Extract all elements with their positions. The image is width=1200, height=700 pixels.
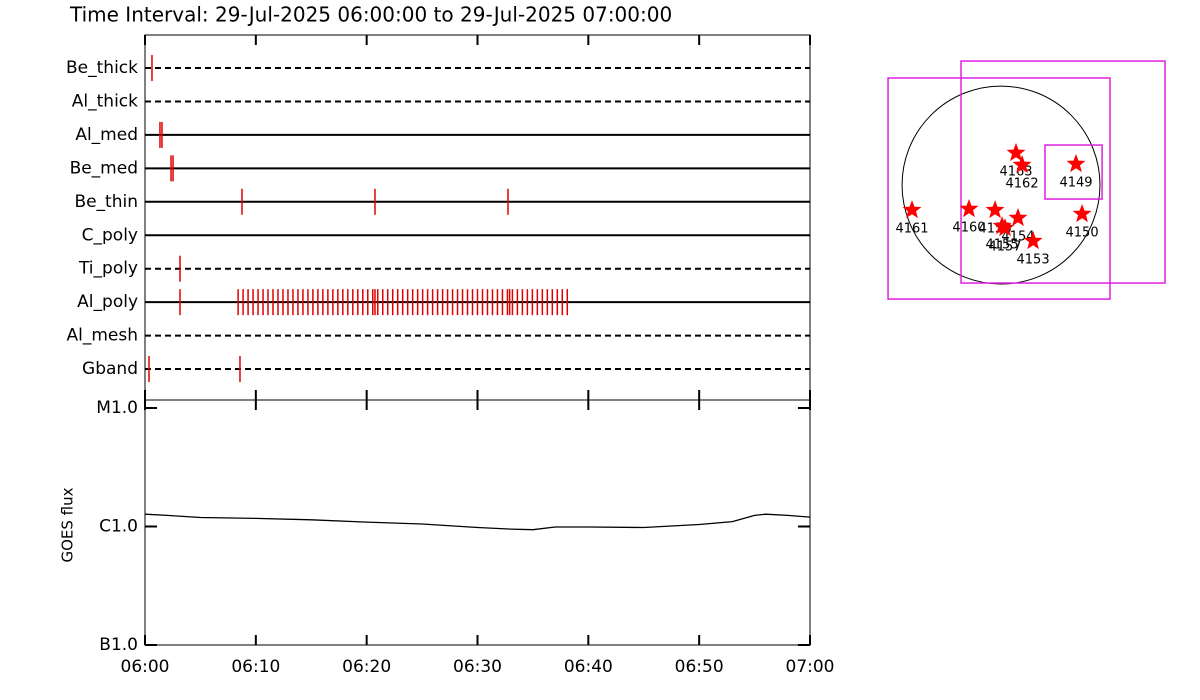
goes-curve [144,513,811,531]
row-label: Be_thin [74,192,138,212]
region-star [1006,143,1026,162]
fov-box [960,60,1166,284]
x-tick-label: 06:20 [342,657,391,677]
x-tick-label: 06:00 [121,657,170,677]
region-label: 4162 [1006,177,1039,192]
region-star [1066,154,1086,173]
region-star [1012,155,1032,174]
x-tick-label: 06:40 [564,657,613,677]
goes-frame [144,399,811,646]
region-star [1072,204,1092,223]
y-axis-label: GOES flux [59,487,77,562]
solar-limb [901,85,1101,285]
y-tick-label: B1.0 [99,635,138,655]
y-tick-label: C1.0 [99,517,138,537]
region-label: 4157 [988,240,1021,255]
fov-box [1044,144,1103,200]
row-label: Gband [82,359,138,379]
region-label: 4155 [986,238,1019,253]
row-label: Al_med [75,125,138,145]
x-tick-label: 06:30 [453,657,502,677]
chart-title: Time Interval: 29-Jul-2025 06:00:00 to 2… [69,3,672,27]
region-star [1008,208,1028,227]
row-label: Ti_poly [78,259,138,279]
region-label: 4149 [1059,175,1092,190]
row-label: Al_mesh [66,326,138,346]
fov-box [887,77,1111,300]
row-label: C_poly [82,225,138,245]
region-star [995,218,1015,237]
row-label: Be_thick [66,58,138,78]
region-label: 4160 [952,221,985,236]
row-label: Al_poly [77,292,138,312]
x-tick-label: 06:10 [231,657,280,677]
region-star [1023,231,1043,250]
region-star [902,200,922,219]
row-label: Al_thick [72,91,138,111]
y-tick-label: M1.0 [96,398,138,418]
events-frame [144,34,811,401]
x-tick-label: 06:50 [675,657,724,677]
region-star [985,200,1005,219]
region-star [959,199,979,218]
region-label: 4150 [1066,226,1099,241]
region-label: 4153 [1017,253,1050,268]
x-tick-label: 07:00 [786,657,835,677]
region-label: 4161 [895,222,928,237]
row-label: Be_med [70,158,138,178]
